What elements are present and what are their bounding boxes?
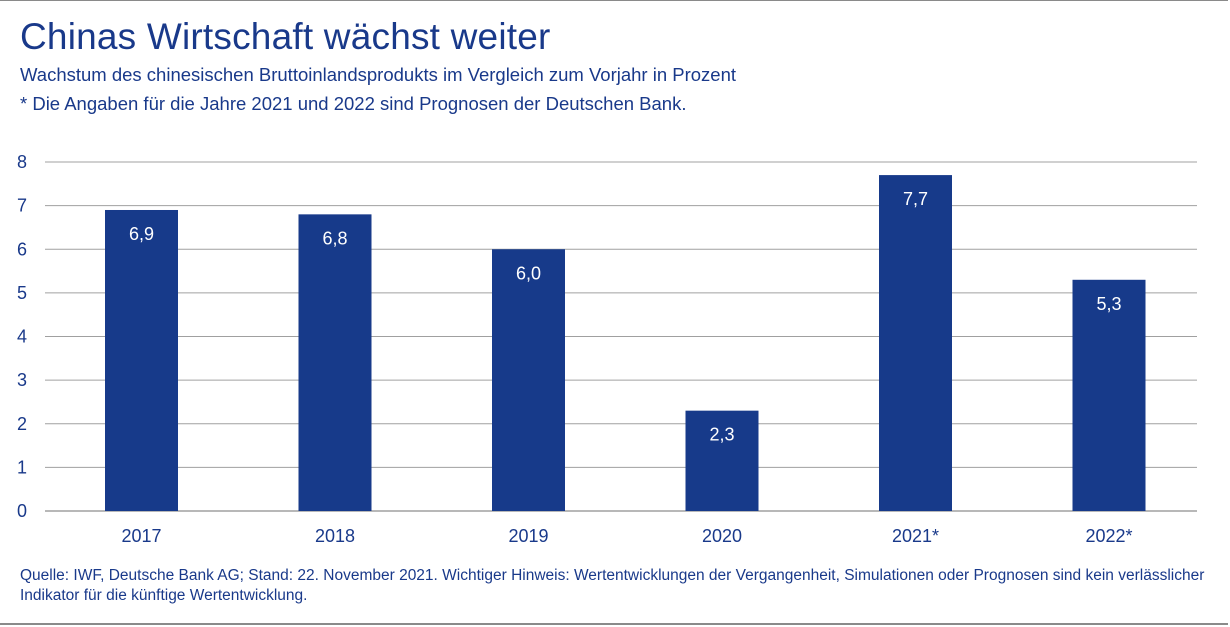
bar-value-label: 5,3	[1096, 294, 1121, 314]
bar-value-label: 6,8	[322, 228, 347, 248]
x-tick-label: 2017	[121, 526, 161, 546]
bar-2021	[879, 175, 952, 511]
y-tick-label: 0	[17, 501, 27, 521]
y-tick-label: 7	[17, 196, 27, 216]
bar-value-label: 6,0	[516, 263, 541, 283]
source-footnote: Quelle: IWF, Deutsche Bank AG; Stand: 22…	[20, 567, 1205, 604]
bar-value-label: 2,3	[709, 425, 734, 445]
bar-2019	[492, 249, 565, 511]
y-axis-ticks: 0 1 2 3 4 5 6 7 8	[17, 152, 27, 521]
y-tick-label: 8	[17, 152, 27, 172]
forecast-note: * Die Angaben für die Jahre 2021 und 202…	[20, 93, 687, 114]
bar-2022	[1072, 279, 1146, 511]
bar-value-label: 6,9	[129, 224, 154, 244]
y-tick-label: 3	[17, 370, 27, 390]
x-axis-labels: 2017 2018 2019 2020 2021* 2022*	[121, 526, 1132, 546]
y-tick-label: 6	[17, 239, 27, 259]
x-tick-label: 2020	[702, 526, 742, 546]
x-tick-label: 2019	[508, 526, 548, 546]
gridlines	[45, 161, 1197, 512]
bar-2020	[685, 410, 759, 511]
bars: 6,9 6,8 6,0 2,3 7,7 5,3	[105, 175, 1146, 512]
bar-2018	[298, 214, 372, 511]
chart-title: Chinas Wirtschaft wächst weiter	[20, 16, 551, 57]
x-tick-label: 2018	[315, 526, 355, 546]
y-tick-label: 1	[17, 457, 27, 477]
y-tick-label: 4	[17, 327, 27, 347]
x-tick-label: 2021*	[892, 526, 939, 546]
bar-value-label: 7,7	[903, 189, 928, 209]
y-tick-label: 5	[17, 283, 27, 303]
bar-2017	[105, 209, 178, 512]
y-tick-label: 2	[17, 414, 27, 434]
x-tick-label: 2022*	[1085, 526, 1132, 546]
chart-subtitle: Wachstum des chinesischen Bruttoinlandsp…	[20, 64, 737, 85]
